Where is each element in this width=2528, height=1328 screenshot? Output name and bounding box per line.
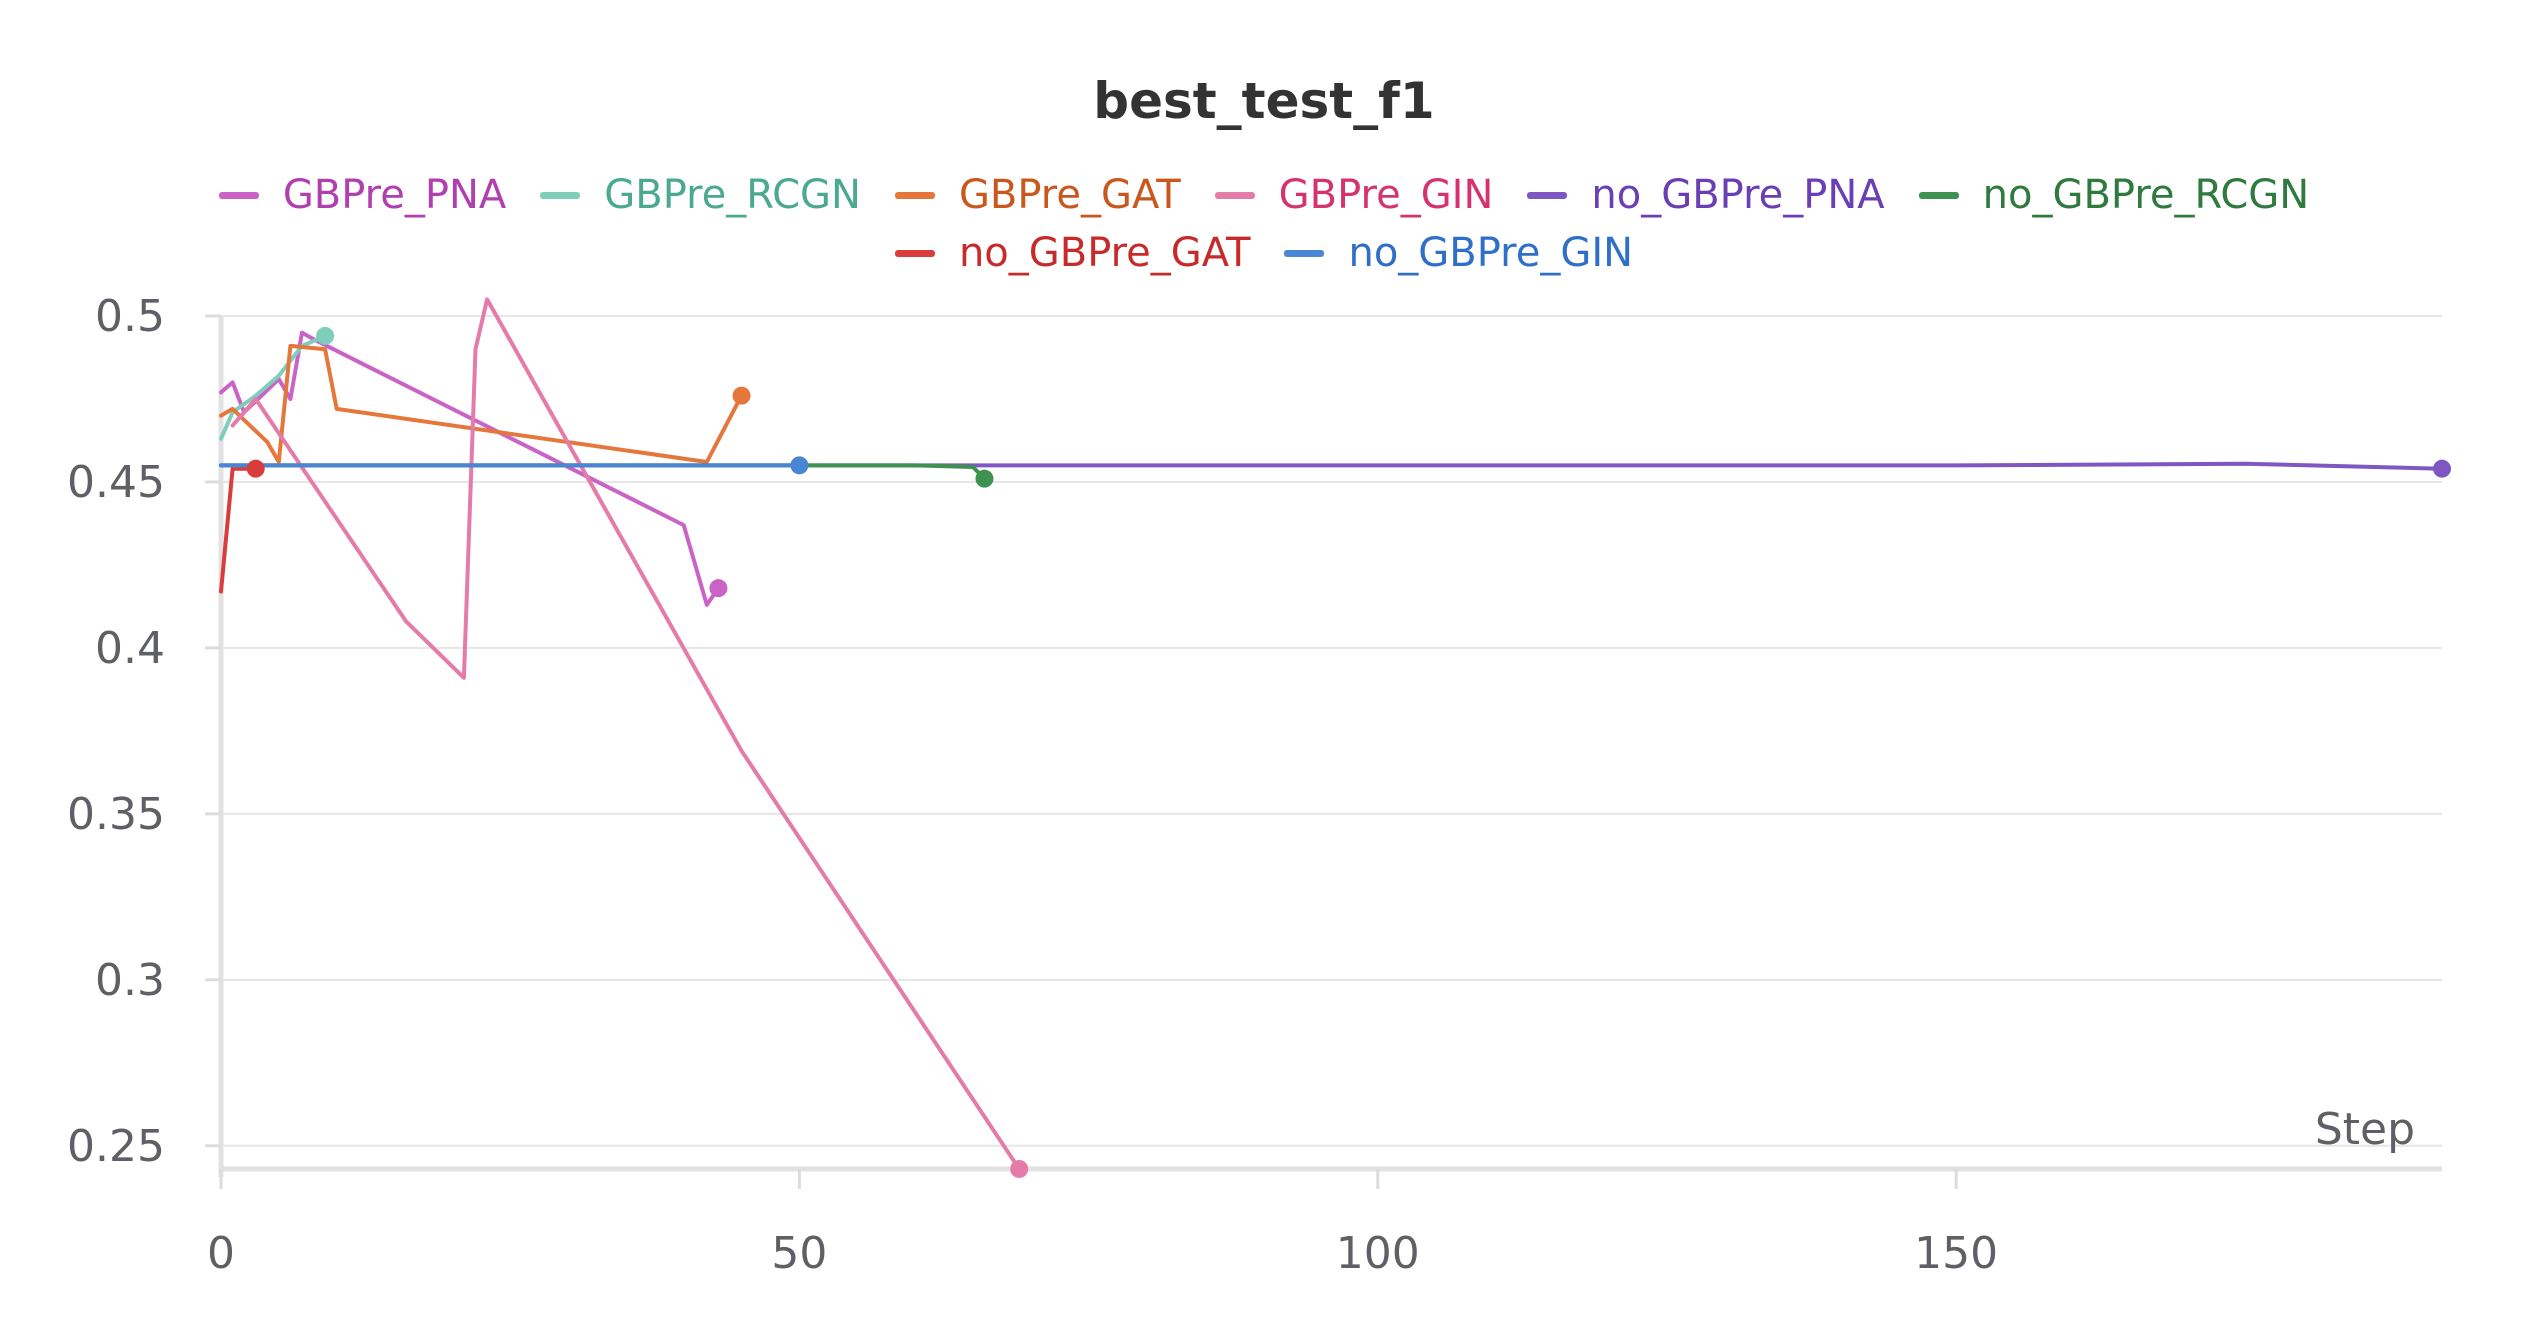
legend-item-no-gbpre-gat[interactable]: no_GBPre_GAT (894, 230, 1251, 276)
legend-label: no_GBPre_PNA (1591, 172, 1885, 218)
legend-swatch (1918, 191, 1959, 199)
axis-ticks: 0.25 0.3 0.35 0.4 0.45 0.5 0 50 100 150 (67, 291, 1998, 1279)
y-tick-label: 0.25 (67, 1121, 165, 1172)
legend-item-gbpre-gin[interactable]: GBPre_GIN (1214, 172, 1494, 218)
legend-label: no_GBPre_RCGN (1982, 172, 2310, 218)
series-lines[interactable] (219, 297, 2444, 1171)
series-end-point-no-gbpre-pna[interactable] (2433, 459, 2451, 478)
y-tick-label: 0.3 (95, 955, 165, 1006)
legend-item-no-gbpre-gin[interactable]: no_GBPre_GIN (1284, 230, 1633, 276)
series-line-no-gbpre-gat[interactable] (219, 466, 258, 594)
series-end-point-gbpre-gat[interactable] (732, 386, 751, 405)
x-tick-label: 50 (771, 1228, 827, 1279)
legend-swatch (1284, 249, 1325, 257)
legend-label: GBPre_GAT (958, 172, 1181, 218)
series-end-point-no-gbpre-gat[interactable] (246, 459, 265, 478)
series-end-point-no-gbpre-gin[interactable] (790, 456, 809, 475)
legend-item-gbpre-rcgn[interactable]: GBPre_RCGN (540, 172, 861, 218)
y-tick-label: 0.5 (95, 291, 165, 342)
series-end-point-no-gbpre-rcgn[interactable] (975, 469, 994, 488)
legend-swatch (894, 249, 935, 257)
series-line-gbpre-pna[interactable] (219, 330, 721, 607)
legend-swatch (540, 191, 581, 199)
y-tick-label: 0.45 (67, 457, 165, 508)
y-tick-label: 0.35 (67, 789, 165, 840)
legend-item-gbpre-gat[interactable]: GBPre_GAT (894, 172, 1181, 218)
legend-item-no-gbpre-rcgn[interactable]: no_GBPre_RCGN (1918, 172, 2310, 218)
y-tick-label: 0.4 (95, 623, 165, 674)
series-end-markers[interactable] (246, 326, 2451, 1178)
legend-label: GBPre_GIN (1278, 172, 1494, 218)
legend-item-gbpre-pna[interactable]: GBPre_PNA (218, 172, 507, 218)
series-line-gbpre-gat[interactable] (219, 343, 744, 464)
legend-swatch (894, 191, 935, 199)
series-end-point-gbpre-rcgn[interactable] (316, 326, 335, 345)
legend-row: no_GBPre_GAT no_GBPre_GIN (0, 230, 2528, 276)
legend-swatch (218, 191, 259, 199)
legend-swatch (1527, 191, 1568, 199)
legend-label: no_GBPre_GAT (958, 230, 1251, 276)
legend-label: GBPre_PNA (282, 172, 507, 218)
x-tick-label: 150 (1914, 1228, 1998, 1279)
series-line-gbpre-rcgn[interactable] (219, 333, 328, 441)
x-tick-label: 0 (207, 1228, 235, 1279)
legend-label: GBPre_RCGN (604, 172, 861, 218)
chart-title: best_test_f1 (1093, 72, 1435, 130)
series-end-point-gbpre-gin[interactable] (1010, 1160, 1029, 1178)
legend-swatch (1214, 191, 1255, 199)
x-tick-label: 100 (1336, 1228, 1420, 1279)
legend-label: no_GBPre_GIN (1348, 230, 1634, 276)
legend-row: GBPre_PNA GBPre_RCGN GBPre_GAT GBPre_GIN no_… (0, 172, 2528, 218)
series-line-gbpre-gin[interactable] (230, 297, 1022, 1171)
legend-item-no-gbpre-pna[interactable]: no_GBPre_PNA (1527, 172, 1885, 218)
axes (218, 316, 2442, 1177)
x-axis-label: Step (2315, 1104, 2415, 1155)
series-end-point-gbpre-pna[interactable] (709, 579, 728, 598)
